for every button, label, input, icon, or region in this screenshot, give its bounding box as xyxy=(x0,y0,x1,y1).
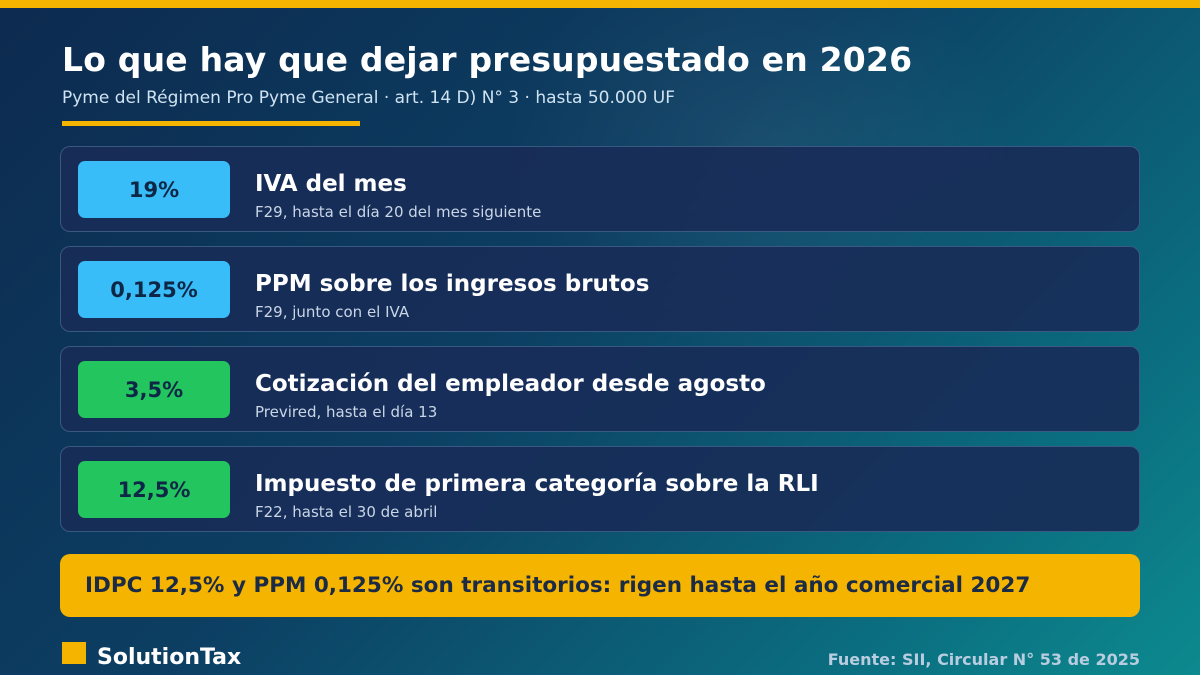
top-accent-bar xyxy=(0,0,1200,8)
item-title: Cotización del empleador desde agosto xyxy=(255,371,766,397)
transitory-notice: IDPC 12,5% y PPM 0,125% son transitorios… xyxy=(60,554,1140,617)
item-title: Impuesto de primera categoría sobre la R… xyxy=(255,471,819,497)
rate-badge: 0,125% xyxy=(78,261,230,318)
source-citation: Fuente: SII, Circular N° 53 de 2025 xyxy=(827,650,1140,669)
tax-item-idpc: 12,5% Impuesto de primera categoría sobr… xyxy=(60,446,1140,532)
item-detail: Previred, hasta el día 13 xyxy=(255,403,438,421)
tax-item-ppm: 0,125% PPM sobre los ingresos brutos F29… xyxy=(60,246,1140,332)
tax-items-list: 19% IVA del mes F29, hasta el día 20 del… xyxy=(60,146,1140,546)
page-title: Lo que hay que dejar presupuestado en 20… xyxy=(62,40,913,79)
item-detail: F22, hasta el 30 de abril xyxy=(255,503,438,521)
brand-logo-square xyxy=(62,642,86,664)
item-title: IVA del mes xyxy=(255,171,407,197)
tax-item-iva: 19% IVA del mes F29, hasta el día 20 del… xyxy=(60,146,1140,232)
rate-badge: 19% xyxy=(78,161,230,218)
item-detail: F29, junto con el IVA xyxy=(255,303,410,321)
item-detail: F29, hasta el día 20 del mes siguiente xyxy=(255,203,542,221)
rate-badge: 3,5% xyxy=(78,361,230,418)
brand-name: SolutionTax xyxy=(97,645,242,670)
tax-item-cotizacion: 3,5% Cotización del empleador desde agos… xyxy=(60,346,1140,432)
item-title: PPM sobre los ingresos brutos xyxy=(255,271,650,297)
title-underline xyxy=(62,121,360,126)
rate-badge: 12,5% xyxy=(78,461,230,518)
page-subtitle: Pyme del Régimen Pro Pyme General · art.… xyxy=(62,88,675,108)
